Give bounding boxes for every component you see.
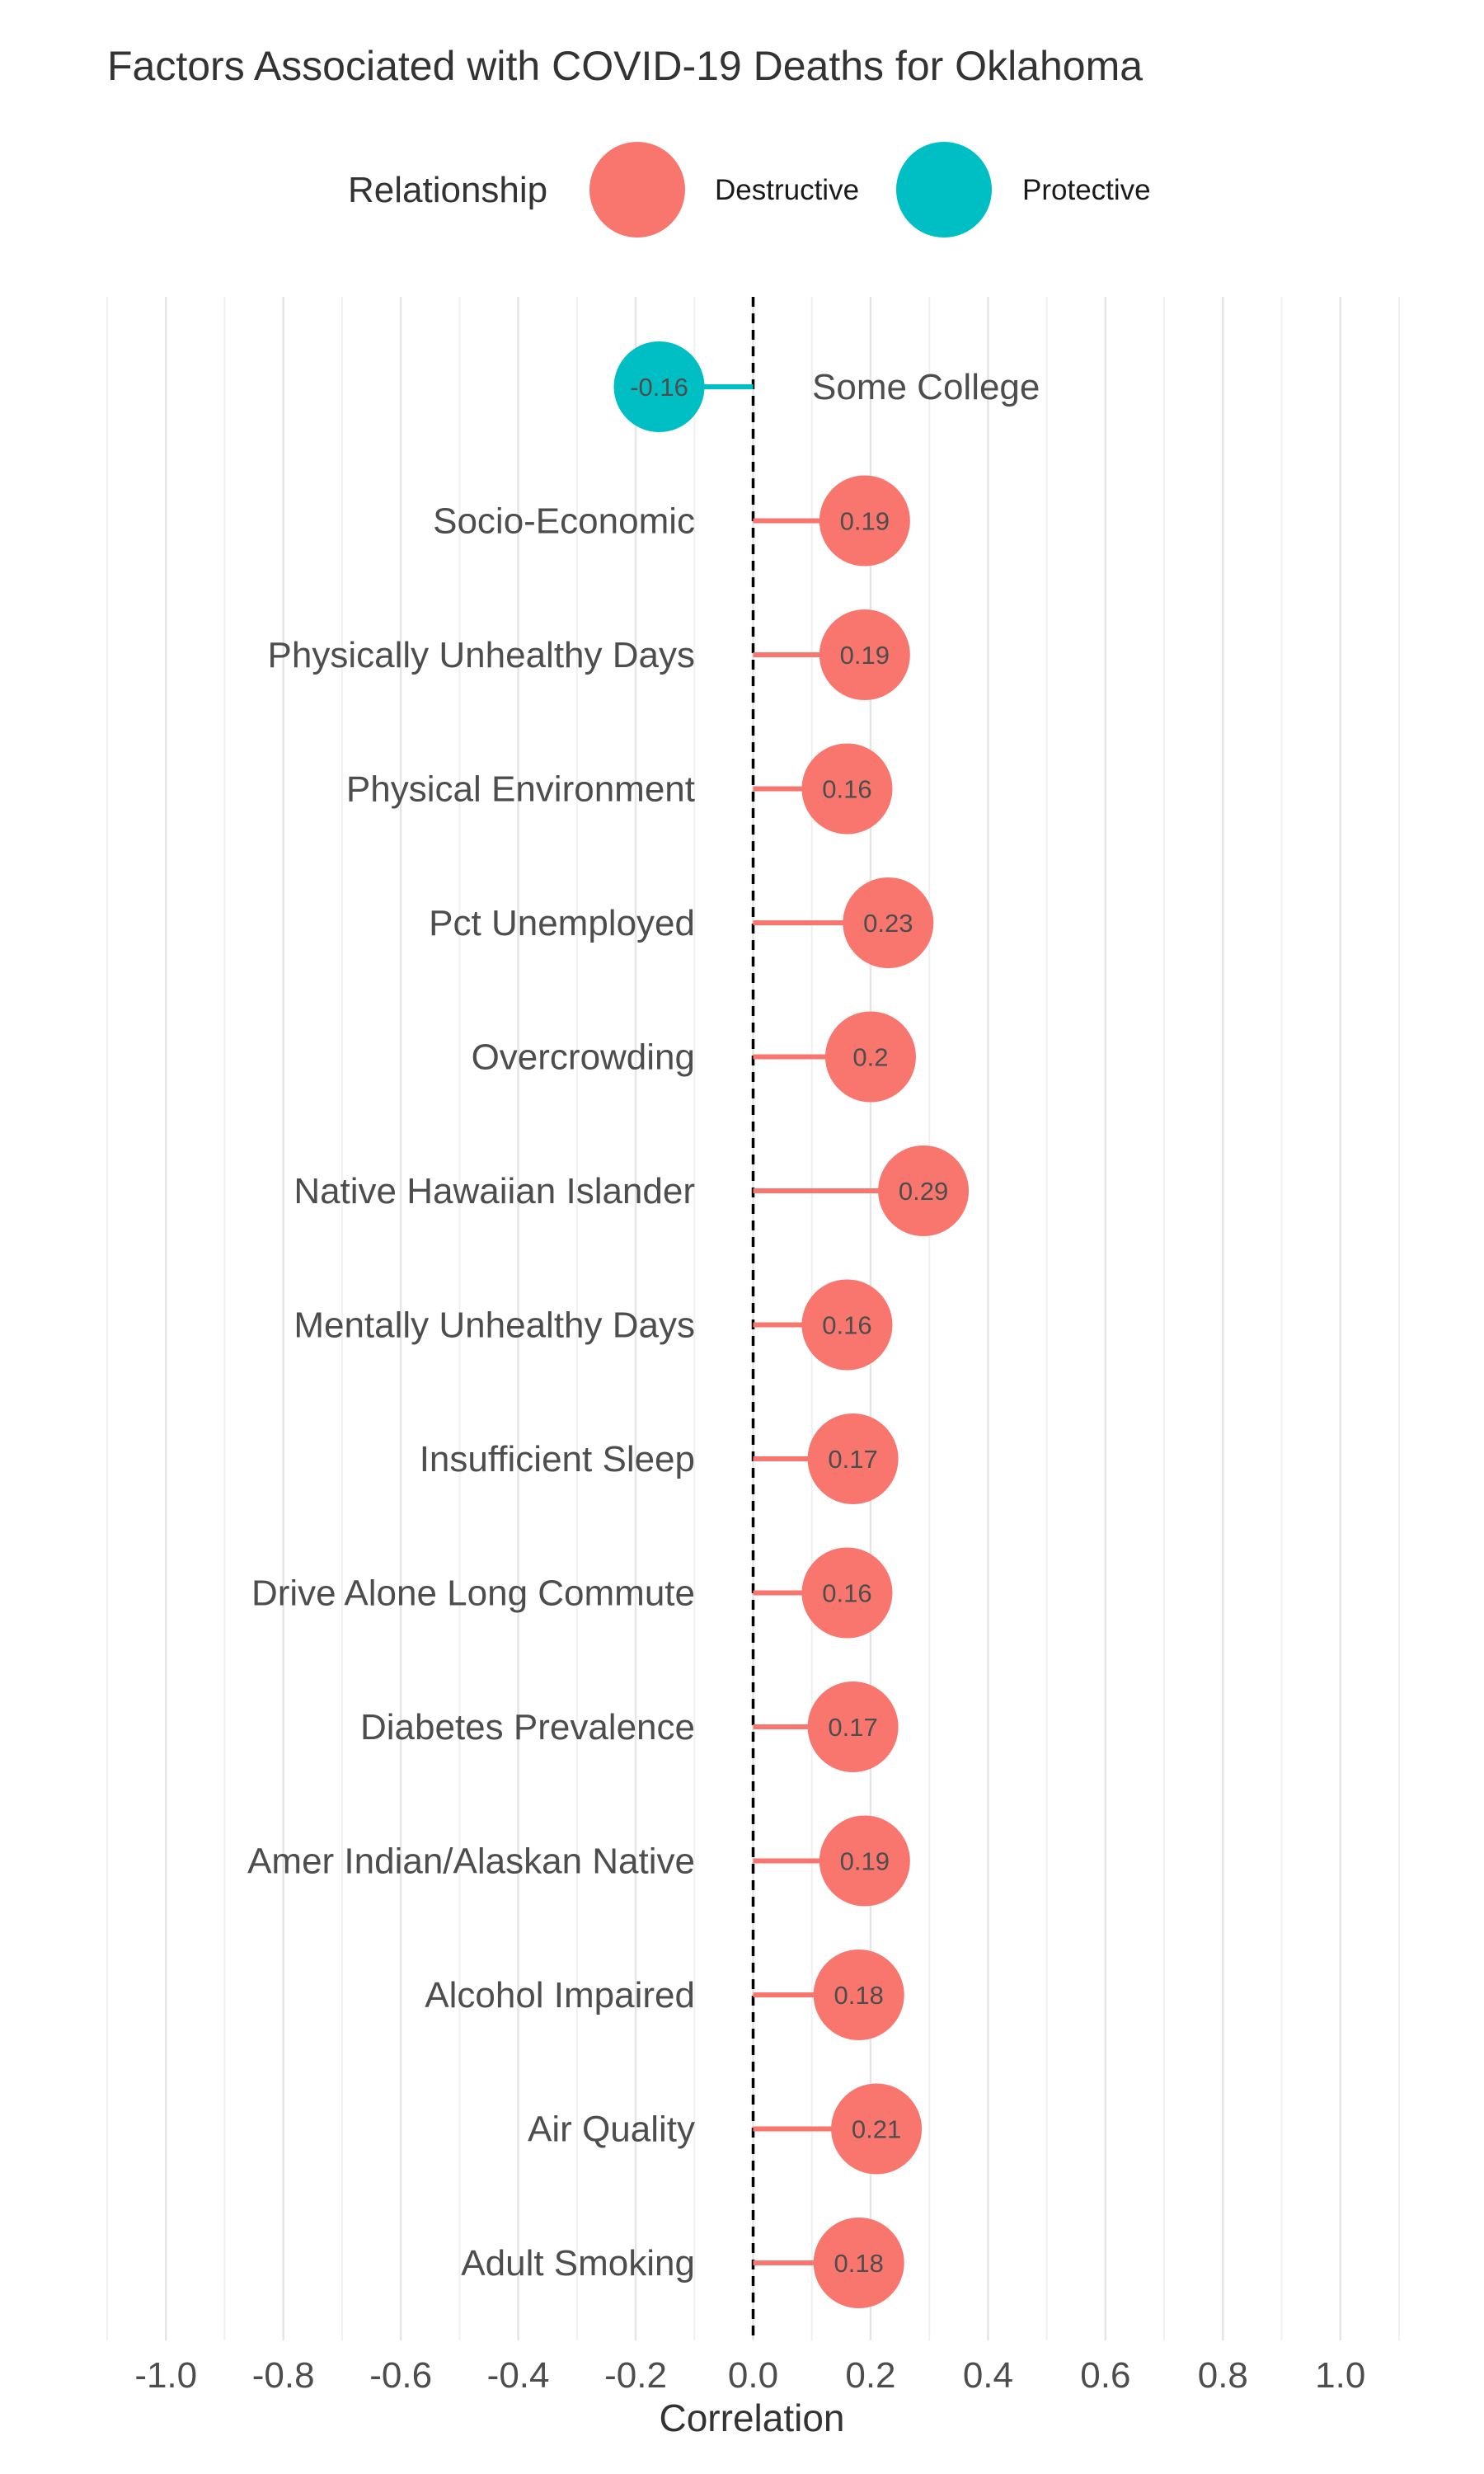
x-tick-label: -0.6 <box>369 2355 432 2396</box>
value-label-drive-alone-long-commute: 0.16 <box>822 1579 871 1608</box>
x-axis-title: Correlation <box>660 2396 845 2439</box>
point-alcohol-impaired <box>813 1950 904 2040</box>
point-pct-unemployed <box>843 877 934 968</box>
value-label-socio-economic: 0.19 <box>840 507 890 536</box>
value-label-diabetes-prevalence: 0.17 <box>828 1713 877 1742</box>
point-socio-economic <box>819 475 910 567</box>
category-label-alcohol-impaired: Alcohol Impaired <box>425 1975 695 2015</box>
category-label-native-hawaiian-islander: Native Hawaiian Islander <box>294 1171 695 1211</box>
x-tick-label: -0.2 <box>604 2355 667 2396</box>
legend-label-destructive: Destructive <box>715 174 859 206</box>
point-physical-environment <box>801 743 893 835</box>
value-label-physically-unhealthy-days: 0.19 <box>840 641 890 670</box>
category-label-amer-indian-alaskan-native: Amer Indian/Alaskan Native <box>247 1841 695 1882</box>
category-label-physically-unhealthy-days: Physically Unhealthy Days <box>268 635 695 675</box>
value-label-mentally-unhealthy-days: 0.16 <box>822 1311 871 1340</box>
x-tick-label: 0.6 <box>1080 2355 1130 2396</box>
category-label-overcrowding: Overcrowding <box>472 1037 695 1078</box>
category-label-air-quality: Air Quality <box>528 2109 695 2150</box>
point-overcrowding <box>824 1011 916 1103</box>
point-diabetes-prevalence <box>807 1681 899 1772</box>
category-label-pct-unemployed: Pct Unemployed <box>429 903 695 943</box>
point-some-college <box>613 341 705 432</box>
x-axis-ticks: -1.0 -0.8 -0.6 -0.4 -0.2 0.0 0.2 0.4 0.6 0.8 1.0 <box>134 2355 1365 2396</box>
category-label-diabetes-prevalence: Diabetes Prevalence <box>360 1707 695 1747</box>
x-tick-label: 0.0 <box>728 2355 778 2396</box>
point-amer-indian-alaskan-native <box>819 1815 910 1907</box>
value-label-some-college: -0.16 <box>630 373 688 402</box>
point-adult-smoking <box>813 2218 904 2308</box>
x-tick-label: -0.4 <box>487 2355 550 2396</box>
category-label-insufficient-sleep: Insufficient Sleep <box>420 1439 695 1479</box>
category-label-drive-alone-long-commute: Drive Alone Long Commute <box>251 1573 695 1614</box>
legend-key-protective <box>896 142 992 238</box>
point-mentally-unhealthy-days <box>801 1279 893 1371</box>
x-tick-label: 0.8 <box>1198 2355 1248 2396</box>
x-tick-label: 1.0 <box>1315 2355 1365 2396</box>
value-label-physical-environment: 0.16 <box>822 775 871 804</box>
chart-title: Factors Associated with COVID-19 Deaths … <box>107 43 1143 89</box>
legend: Relationship Destructive Protective <box>348 142 1151 238</box>
category-label-mentally-unhealthy-days: Mentally Unhealthy Days <box>294 1305 695 1346</box>
x-tick-label: 0.2 <box>845 2355 895 2396</box>
data-points: -0.16 Some College 0.19 Socio-Economic 0.19 P… <box>247 341 1040 2308</box>
value-label-alcohol-impaired: 0.18 <box>834 1981 884 2010</box>
point-physically-unhealthy-days <box>819 609 910 700</box>
value-label-pct-unemployed: 0.23 <box>863 909 913 938</box>
value-label-native-hawaiian-islander: 0.29 <box>899 1177 948 1206</box>
legend-entries: Destructive Protective <box>589 142 1151 238</box>
category-label-socio-economic: Socio-Economic <box>433 501 695 542</box>
legend-title: Relationship <box>348 170 547 210</box>
value-label-adult-smoking: 0.18 <box>834 2249 884 2278</box>
point-insufficient-sleep <box>807 1413 899 1504</box>
x-tick-label: -0.8 <box>252 2355 315 2396</box>
x-tick-label: -1.0 <box>134 2355 197 2396</box>
point-air-quality <box>831 2083 923 2175</box>
point-drive-alone-long-commute <box>801 1547 893 1639</box>
point-native-hawaiian-islander <box>878 1145 970 1236</box>
x-tick-label: 0.4 <box>963 2355 1013 2396</box>
legend-label-protective: Protective <box>1022 174 1151 206</box>
value-label-insufficient-sleep: 0.17 <box>828 1445 877 1474</box>
value-label-overcrowding: 0.2 <box>852 1043 888 1072</box>
grid-lines <box>106 297 1400 2340</box>
value-label-air-quality: 0.21 <box>852 2115 901 2144</box>
category-label-physical-environment: Physical Environment <box>346 769 695 810</box>
category-label-adult-smoking: Adult Smoking <box>461 2243 695 2284</box>
value-label-amer-indian-alaskan-native: 0.19 <box>840 1847 890 1876</box>
legend-key-destructive <box>589 142 685 238</box>
category-label-some-college: Some College <box>812 367 1040 407</box>
